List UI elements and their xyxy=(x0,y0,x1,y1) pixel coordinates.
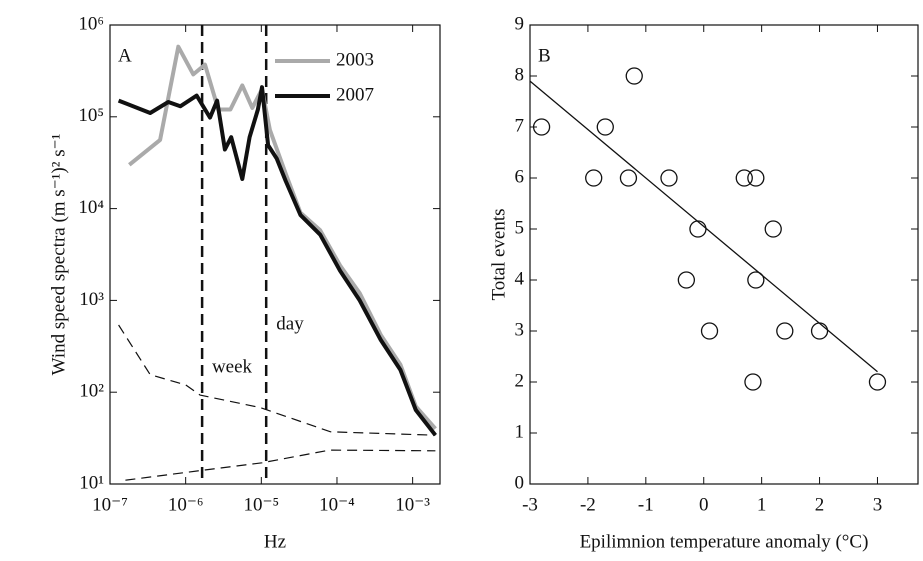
point xyxy=(619,169,638,187)
y-tick-label: 4 xyxy=(515,268,525,289)
y-axis-label: Wind speed spectra (m s⁻¹)² s⁻¹ xyxy=(48,133,69,375)
y-tick-label: 10⁴ xyxy=(78,197,104,218)
plot-frame xyxy=(529,24,919,485)
bound-line xyxy=(125,449,436,481)
plot-frame xyxy=(109,24,441,485)
x-tick-label: 3 xyxy=(873,494,883,515)
x-tick-label: -3 xyxy=(522,494,538,515)
point xyxy=(735,169,753,187)
x-tick-label: 0 xyxy=(699,494,709,515)
x-tick-label: 10⁻⁶ xyxy=(168,494,204,515)
y-tick-label: 0 xyxy=(515,472,525,493)
point xyxy=(660,169,678,187)
point xyxy=(677,271,696,289)
series-line xyxy=(117,85,437,437)
x-axis-label: Epilimnion temperature anomaly (°C) xyxy=(580,531,869,552)
point xyxy=(868,373,887,391)
x-tick-label: -1 xyxy=(638,494,654,515)
x-tick-label: 10⁻³ xyxy=(395,494,430,515)
bound-line xyxy=(118,324,436,436)
y-tick-label: 3 xyxy=(515,319,525,340)
point xyxy=(585,169,603,187)
point xyxy=(747,271,765,289)
legend-label: 2003 xyxy=(336,49,374,70)
x-tick-label: 10⁻⁴ xyxy=(319,494,355,515)
point xyxy=(810,322,829,340)
point xyxy=(625,67,643,85)
x-tick-label: 1 xyxy=(757,494,767,515)
x-tick-label: 10⁻⁷ xyxy=(92,494,128,515)
point xyxy=(747,169,765,187)
point xyxy=(700,322,719,340)
y-tick-label: 10² xyxy=(79,381,104,402)
fit-line xyxy=(529,80,878,373)
x-axis-label: Hz xyxy=(264,531,286,552)
x-tick-label: 10⁻⁵ xyxy=(243,494,279,515)
point xyxy=(764,220,782,238)
y-tick-label: 6 xyxy=(515,166,525,187)
annotation: day xyxy=(276,313,304,334)
point xyxy=(596,118,614,136)
y-tick-label: 10³ xyxy=(79,289,104,310)
y-tick-label: 2 xyxy=(515,370,525,391)
panel-label: B xyxy=(538,45,551,66)
y-tick-label: 8 xyxy=(515,64,525,85)
y-tick-label: 9 xyxy=(515,13,525,34)
y-tick-label: 1 xyxy=(515,421,525,442)
point xyxy=(689,220,707,238)
x-tick-label: 2 xyxy=(815,494,825,515)
y-axis-label: Total events xyxy=(488,208,509,300)
y-tick-label: 7 xyxy=(515,115,525,136)
point xyxy=(776,322,794,340)
y-tick-label: 10⁶ xyxy=(78,13,104,34)
y-tick-label: 10¹ xyxy=(79,472,104,493)
y-tick-label: 10⁵ xyxy=(78,105,104,126)
point xyxy=(532,118,551,136)
panel-label: A xyxy=(118,45,132,66)
legend-label: 2007 xyxy=(336,84,374,105)
x-tick-label: -2 xyxy=(580,494,596,515)
y-tick-label: 5 xyxy=(515,217,525,238)
annotation: week xyxy=(212,356,253,377)
point xyxy=(744,373,762,391)
